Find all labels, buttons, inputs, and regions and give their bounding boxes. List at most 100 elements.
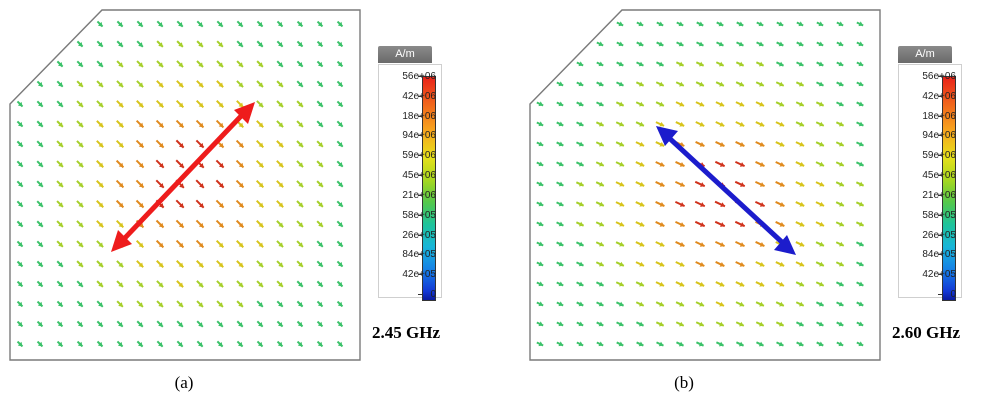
current-arrow-head (258, 162, 264, 168)
current-arrow-head (699, 101, 705, 107)
current-arrow-head (858, 241, 864, 247)
current-arrow-head (58, 82, 63, 87)
current-arrow-head (57, 341, 63, 347)
scale-tick-mark (418, 95, 422, 97)
current-arrow-head (98, 122, 104, 128)
current-arrow-head (538, 161, 544, 167)
current-arrow-head (138, 182, 144, 188)
current-arrow-head (639, 141, 645, 147)
scale-tick-mark (418, 214, 422, 216)
current-arrow-head (838, 21, 844, 27)
current-arrow-head (659, 202, 665, 207)
scale-tick-label: 42e+05 (922, 270, 956, 280)
current-arrow-head (278, 82, 283, 87)
current-arrow-head (819, 221, 825, 227)
current-arrow-head (238, 202, 244, 208)
current-arrow-head (838, 321, 844, 327)
current-arrow-head (679, 281, 685, 287)
current-arrow-head (238, 302, 243, 307)
current-arrow-head (838, 141, 844, 147)
current-arrow-head (759, 101, 764, 107)
current-arrow-head (138, 62, 143, 67)
current-arrow-head (317, 281, 323, 287)
current-arrow-head (858, 161, 864, 167)
current-arrow-head (839, 161, 844, 167)
current-arrow-head (58, 222, 63, 227)
current-arrow-head (258, 282, 263, 287)
current-arrow-head (799, 241, 805, 247)
current-arrow-head (538, 141, 544, 147)
current-arrow-head (799, 201, 805, 207)
current-arrow-head (158, 282, 164, 288)
current-arrow-head (258, 62, 263, 67)
current-arrow-head (158, 62, 164, 68)
current-arrow-head (618, 61, 624, 67)
current-arrow-head (338, 162, 343, 167)
scale-tick-label: 26e+05 (922, 230, 956, 241)
current-arrow-head (317, 81, 323, 87)
current-arrow-head (178, 282, 184, 288)
current-arrow-head (759, 261, 765, 267)
color-bar-b (942, 76, 956, 301)
current-arrow-head (178, 82, 184, 88)
current-arrow-head (198, 322, 203, 327)
current-arrow-head (658, 341, 664, 347)
current-arrow-head (798, 321, 804, 327)
current-arrow-head (78, 222, 84, 228)
current-arrow-head (639, 101, 644, 107)
current-arrow-head (278, 222, 284, 228)
polarization-arrow-b (656, 126, 796, 255)
current-arrow-head (178, 22, 183, 27)
current-arrow-head (819, 241, 824, 247)
current-arrow-head (278, 122, 284, 128)
current-arrow-head (699, 321, 704, 327)
current-arrow-head (198, 102, 204, 108)
current-arrow-head (97, 21, 103, 27)
current-arrow-head (558, 281, 564, 287)
current-arrow-head (198, 242, 204, 248)
current-arrow-head (337, 241, 343, 247)
current-arrow-head (38, 122, 43, 127)
current-arrow-head (538, 181, 544, 187)
current-arrow-head (759, 141, 765, 147)
current-arrow-head (138, 262, 144, 268)
current-arrow-head (759, 281, 765, 287)
current-arrow-head (858, 181, 864, 187)
current-arrow-head (759, 321, 764, 327)
current-arrow-head (739, 242, 745, 247)
current-arrow-head (217, 341, 223, 347)
current-arrow-head (238, 122, 244, 128)
current-arrow-head (778, 321, 784, 327)
current-arrow-head (98, 302, 103, 307)
current-arrow-head (578, 121, 584, 127)
scale-tick-mark (938, 234, 942, 236)
current-arrow-head (78, 102, 83, 107)
current-arrow-head (838, 301, 844, 307)
current-arrow-head (739, 142, 745, 147)
current-arrow-head (639, 181, 645, 187)
current-arrow-head (318, 242, 323, 247)
current-arrow-head (78, 242, 83, 247)
current-arrow-head (699, 121, 705, 127)
current-arrow-head (578, 201, 584, 207)
current-arrow-head (218, 262, 224, 268)
scale-tick-mark (938, 194, 942, 196)
current-arrow-head (858, 141, 864, 147)
current-arrow-head (679, 242, 685, 247)
current-arrow-head (138, 202, 144, 208)
current-arrow-head (138, 122, 144, 128)
current-arrow-head (337, 261, 343, 267)
current-arrow-head (819, 201, 825, 207)
current-arrow-head (619, 201, 625, 207)
current-arrow-head (298, 162, 304, 168)
current-arrow-head (778, 61, 784, 67)
current-arrow-head (558, 181, 564, 187)
current-arrow-head (199, 163, 204, 168)
current-arrow-head (779, 101, 784, 107)
current-arrow-head (618, 301, 624, 307)
current-arrow-head (719, 321, 724, 327)
current-arrow-head (679, 301, 684, 307)
current-arrow-head (218, 22, 223, 27)
current-arrow-head (118, 162, 124, 168)
current-arrow-head (258, 42, 263, 47)
